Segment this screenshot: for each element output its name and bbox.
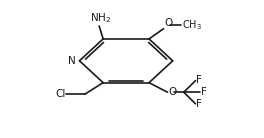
Text: NH$_2$: NH$_2$ xyxy=(90,11,111,25)
Text: O: O xyxy=(164,18,173,28)
Text: Cl: Cl xyxy=(55,89,65,99)
Text: CH$_3$: CH$_3$ xyxy=(182,18,202,32)
Text: F: F xyxy=(201,87,207,97)
Text: N: N xyxy=(68,56,76,66)
Text: F: F xyxy=(196,99,202,109)
Text: O: O xyxy=(168,87,177,98)
Text: F: F xyxy=(196,75,202,85)
